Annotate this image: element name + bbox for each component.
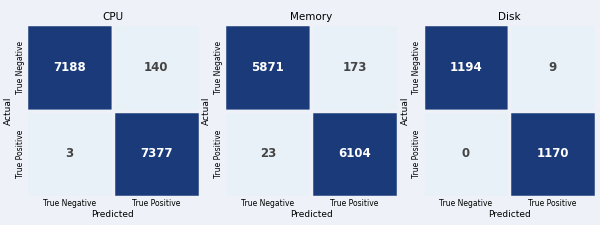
Text: 7377: 7377 bbox=[140, 147, 172, 160]
Bar bbox=[224, 110, 311, 197]
Y-axis label: Actual: Actual bbox=[4, 96, 13, 125]
Bar bbox=[509, 110, 596, 197]
Bar bbox=[26, 110, 113, 197]
Text: 0: 0 bbox=[462, 147, 470, 160]
Bar bbox=[422, 24, 509, 110]
X-axis label: Predicted: Predicted bbox=[92, 210, 134, 219]
Text: 3: 3 bbox=[65, 147, 74, 160]
X-axis label: Predicted: Predicted bbox=[488, 210, 530, 219]
Text: 6104: 6104 bbox=[338, 147, 371, 160]
Text: 1170: 1170 bbox=[536, 147, 569, 160]
Text: 5871: 5871 bbox=[251, 61, 284, 74]
Title: Disk: Disk bbox=[498, 12, 521, 22]
Title: Memory: Memory bbox=[290, 12, 332, 22]
X-axis label: Predicted: Predicted bbox=[290, 210, 332, 219]
Bar bbox=[509, 24, 596, 110]
Text: 140: 140 bbox=[144, 61, 169, 74]
Bar bbox=[311, 24, 398, 110]
Bar bbox=[113, 24, 200, 110]
Bar bbox=[26, 24, 113, 110]
Bar bbox=[311, 110, 398, 197]
Text: 1194: 1194 bbox=[449, 61, 482, 74]
Y-axis label: Actual: Actual bbox=[202, 96, 211, 125]
Bar bbox=[422, 110, 509, 197]
Bar bbox=[224, 24, 311, 110]
Bar bbox=[113, 110, 200, 197]
Text: 9: 9 bbox=[548, 61, 557, 74]
Y-axis label: Actual: Actual bbox=[400, 96, 409, 125]
Text: 7188: 7188 bbox=[53, 61, 86, 74]
Text: 23: 23 bbox=[260, 147, 276, 160]
Title: CPU: CPU bbox=[103, 12, 124, 22]
Text: 173: 173 bbox=[342, 61, 367, 74]
